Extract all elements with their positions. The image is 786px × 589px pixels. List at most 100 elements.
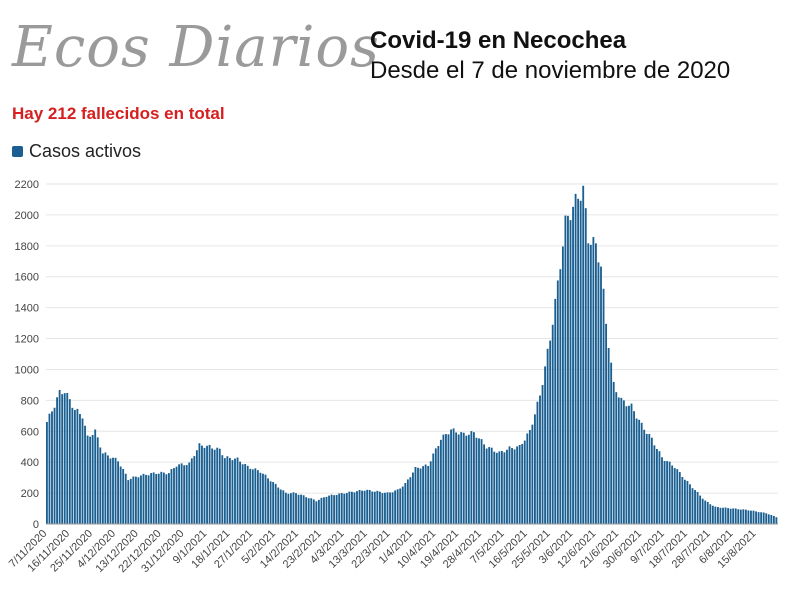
bar-day-115 — [338, 493, 341, 524]
bar-day-250 — [681, 477, 684, 524]
bar-day-123 — [358, 489, 361, 524]
bar-day-281 — [760, 512, 763, 524]
bar-day-105 — [312, 499, 315, 524]
bar-day-273 — [739, 509, 742, 524]
bar-day-223 — [612, 381, 615, 524]
bar-day-158 — [447, 434, 450, 524]
ecos-diarios-logo: Ecos Diarios — [12, 15, 380, 80]
bar-day-201 — [556, 280, 559, 524]
y-tick-label-600: 600 — [21, 426, 39, 438]
bar-day-50 — [173, 468, 175, 524]
bar-day-38 — [142, 473, 145, 524]
bar-day-30 — [122, 469, 125, 524]
bar-day-137 — [394, 490, 397, 524]
bar-day-73 — [231, 460, 234, 524]
bar-day-119 — [348, 491, 351, 524]
bar-day-107 — [317, 499, 320, 524]
bar-day-163 — [460, 432, 463, 524]
bar-day-227 — [622, 400, 625, 524]
bar-day-181 — [506, 449, 508, 524]
bar-day-31 — [124, 473, 127, 524]
bar-day-124 — [361, 490, 364, 524]
y-tick-label-1000: 1000 — [15, 364, 39, 376]
bar-day-26 — [112, 457, 114, 524]
bar-day-225 — [617, 397, 620, 524]
bar-day-42 — [152, 472, 155, 524]
bar-day-259 — [704, 500, 707, 524]
bar-day-191 — [531, 424, 534, 524]
bar-day-111 — [328, 495, 330, 524]
bar-day-219 — [602, 288, 605, 524]
bar-day-184 — [513, 449, 516, 524]
bar-day-162 — [457, 434, 460, 524]
bar-day-19 — [94, 429, 97, 524]
bar-day-0 — [46, 422, 48, 524]
bar-day-266 — [722, 507, 724, 524]
bar-day-196 — [544, 366, 547, 524]
bar-day-52 — [178, 464, 181, 524]
chart-subtitle: Desde el 7 de noviembre de 2020 — [370, 57, 731, 84]
bar-day-256 — [696, 491, 699, 524]
bar-day-262 — [711, 505, 714, 524]
bar-day-15 — [84, 425, 86, 524]
bar-day-280 — [757, 512, 760, 524]
bar-day-237 — [648, 433, 651, 524]
bar-day-136 — [391, 492, 394, 524]
bar-day-257 — [699, 495, 702, 524]
bar-day-60 — [198, 443, 201, 524]
bar-day-72 — [229, 457, 231, 524]
bar-day-6 — [61, 394, 64, 524]
bar-day-139 — [399, 488, 402, 524]
bar-day-63 — [206, 445, 208, 524]
bar-day-146 — [417, 467, 419, 524]
bar-day-198 — [549, 340, 552, 524]
bar-day-248 — [676, 469, 679, 524]
bar-day-133 — [384, 492, 386, 524]
bar-day-176 — [493, 451, 496, 524]
bar-day-229 — [628, 405, 630, 524]
y-tick-label-1200: 1200 — [15, 334, 39, 346]
bar-day-224 — [615, 392, 618, 524]
bar-day-172 — [483, 444, 486, 524]
bar-day-122 — [356, 491, 358, 524]
bar-day-87 — [267, 478, 269, 524]
bar-day-166 — [467, 434, 470, 524]
bar-day-243 — [663, 461, 666, 524]
bar-day-211 — [582, 185, 585, 524]
bar-day-182 — [508, 446, 511, 524]
bar-day-10 — [71, 407, 74, 524]
bar-day-131 — [378, 491, 381, 524]
bar-day-260 — [706, 501, 709, 524]
bar-day-214 — [589, 244, 592, 524]
bar-day-90 — [274, 483, 277, 524]
bar-day-71 — [226, 456, 229, 524]
bar-day-235 — [643, 429, 646, 524]
bar-day-83 — [256, 470, 259, 524]
bar-day-282 — [762, 512, 765, 524]
bar-day-109 — [323, 497, 325, 524]
bar-day-135 — [389, 492, 391, 524]
bar-day-65 — [211, 448, 214, 524]
bar-day-193 — [536, 401, 539, 524]
bar-day-54 — [183, 465, 186, 524]
bar-day-86 — [264, 474, 267, 524]
bar-day-81 — [251, 469, 254, 524]
bar-day-226 — [620, 397, 623, 524]
bar-day-39 — [145, 474, 147, 524]
bar-day-236 — [645, 433, 648, 524]
y-tick-label-1400: 1400 — [15, 303, 39, 315]
bar-day-134 — [386, 492, 389, 524]
bar-day-155 — [439, 439, 442, 524]
bar-day-88 — [269, 481, 272, 524]
bar-day-67 — [216, 447, 219, 524]
bar-day-40 — [147, 475, 150, 524]
bar-day-251 — [683, 479, 686, 524]
bar-day-272 — [737, 509, 740, 524]
bar-day-265 — [719, 507, 722, 524]
bar-day-102 — [305, 497, 308, 524]
bar-day-279 — [755, 511, 757, 524]
bar-day-212 — [584, 208, 587, 524]
bar-day-170 — [478, 438, 480, 524]
bar-day-186 — [518, 445, 521, 524]
bar-day-125 — [363, 490, 366, 524]
